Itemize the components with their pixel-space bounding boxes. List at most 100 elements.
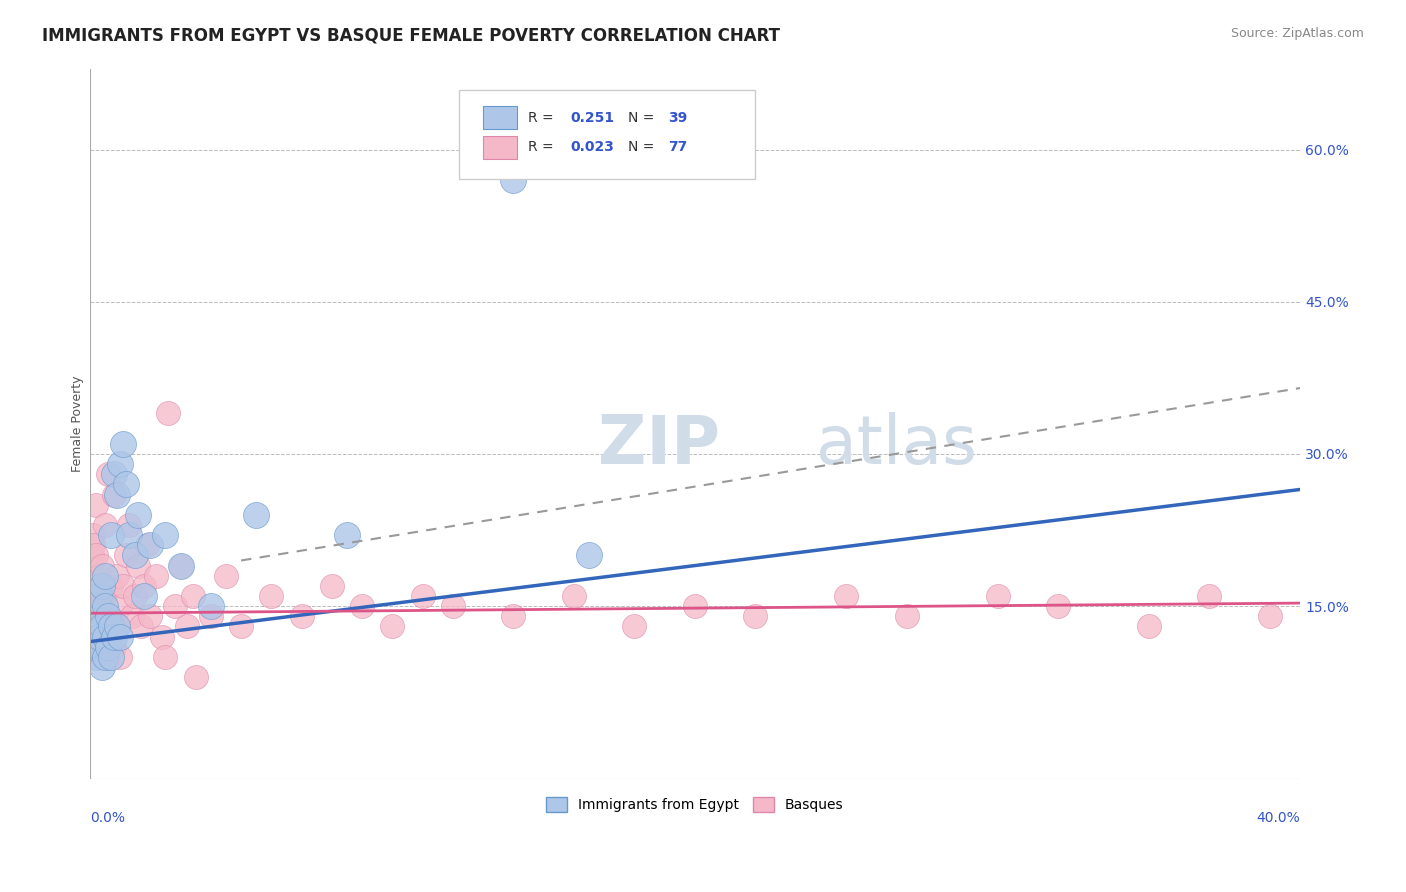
Point (84, 609, 107, 624)
Text: 40.0%: 40.0% (1257, 811, 1301, 824)
Point (112, 437, 135, 451)
Point (896, 609, 918, 624)
Point (176, 619, 198, 633)
Point (105, 619, 128, 633)
Point (129, 619, 152, 633)
Point (124, 549, 146, 563)
Point (97, 467, 120, 482)
Point (502, 173, 524, 187)
Point (82, 619, 104, 633)
Point (87, 640, 110, 654)
Point (108, 599, 131, 614)
Text: N =: N = (628, 111, 659, 125)
Point (105, 568, 128, 582)
Text: 0.0%: 0.0% (90, 811, 125, 824)
Point (90, 599, 112, 614)
Point (94, 568, 117, 582)
Point (84, 498, 107, 512)
Point (352, 599, 374, 614)
Point (562, 589, 585, 603)
Point (127, 508, 149, 522)
Point (87, 630, 110, 644)
Point (136, 538, 159, 552)
FancyBboxPatch shape (484, 136, 517, 159)
Point (118, 528, 141, 542)
Text: 77: 77 (668, 140, 688, 154)
Point (200, 599, 222, 614)
Point (80, 630, 103, 644)
Point (100, 619, 122, 633)
Point (381, 619, 404, 633)
Point (94, 630, 117, 644)
Point (291, 609, 314, 624)
Point (155, 649, 177, 664)
Text: 39: 39 (668, 111, 688, 125)
Point (152, 630, 174, 644)
Point (260, 589, 283, 603)
Point (103, 640, 125, 654)
Point (87, 568, 110, 582)
Point (84, 630, 107, 644)
Point (744, 609, 766, 624)
Point (82, 619, 104, 633)
Text: 0.023: 0.023 (571, 140, 614, 154)
Point (184, 670, 207, 684)
Point (90, 619, 112, 633)
Point (84, 549, 107, 563)
Point (835, 589, 858, 603)
Point (80, 568, 103, 582)
Point (441, 599, 464, 614)
Point (82, 538, 104, 552)
Point (80, 549, 103, 563)
Point (124, 589, 146, 603)
Text: atlas: atlas (815, 412, 977, 478)
Point (82, 579, 104, 593)
Point (321, 579, 343, 593)
Text: Source: ZipAtlas.com: Source: ZipAtlas.com (1230, 27, 1364, 40)
Point (90, 579, 112, 593)
FancyBboxPatch shape (458, 90, 755, 178)
Point (1258, 609, 1281, 624)
Point (94, 649, 117, 664)
Point (169, 558, 191, 573)
Point (84, 649, 107, 664)
Point (87, 609, 110, 624)
Point (87, 589, 110, 603)
Point (155, 528, 177, 542)
Point (336, 528, 359, 542)
Legend: Immigrants from Egypt, Basques: Immigrants from Egypt, Basques (541, 792, 849, 818)
Point (139, 538, 162, 552)
FancyBboxPatch shape (484, 106, 517, 128)
Point (215, 568, 238, 582)
Point (84, 589, 107, 603)
Text: IMMIGRANTS FROM EGYPT VS BASQUE FEMALE POVERTY CORRELATION CHART: IMMIGRANTS FROM EGYPT VS BASQUE FEMALE P… (42, 27, 780, 45)
Text: R =: R = (527, 111, 558, 125)
Text: ZIP: ZIP (598, 412, 720, 478)
Point (200, 609, 222, 624)
Point (100, 630, 122, 644)
Point (105, 619, 128, 633)
Point (134, 589, 156, 603)
Point (100, 528, 122, 542)
Point (94, 589, 117, 603)
Point (115, 477, 138, 491)
Point (80, 609, 103, 624)
Point (79, 589, 101, 603)
Point (245, 508, 267, 522)
Point (1198, 589, 1220, 603)
Point (82, 640, 104, 654)
Point (100, 649, 122, 664)
Text: R =: R = (527, 140, 558, 154)
Point (139, 609, 162, 624)
Point (502, 609, 524, 624)
Text: 0.251: 0.251 (571, 111, 614, 125)
Point (115, 549, 138, 563)
Point (82, 640, 104, 654)
Point (103, 487, 125, 501)
Point (97, 640, 120, 654)
Point (103, 467, 125, 482)
Point (97, 609, 120, 624)
Point (82, 528, 104, 542)
Point (100, 579, 122, 593)
Point (90, 558, 112, 573)
